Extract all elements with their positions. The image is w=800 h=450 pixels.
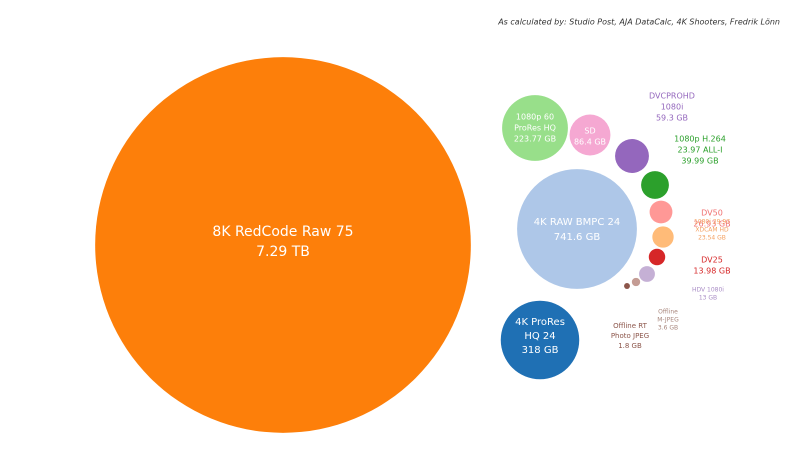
bubble-value-label: 13 GB (699, 295, 717, 302)
bubble-label: DV50 (701, 209, 723, 218)
bubble-label: M-JPEG (657, 317, 679, 324)
bubble-label: Photo JPEG (611, 332, 649, 340)
bubble-label: 4K ProRes (515, 317, 565, 328)
bubble-value-label: 39.99 GB (681, 157, 718, 166)
bubble-label: 1080i (661, 103, 684, 112)
chart-subtitle: As calculated by: Studio Post, AJA DataC… (497, 18, 780, 27)
bubble-label: HQ 24 (524, 331, 555, 342)
bubble-value-label: 318 GB (522, 345, 559, 356)
bubble (517, 169, 637, 289)
bubble-value-label: 223.77 GB (514, 135, 556, 144)
bubble-value-label: 13.98 GB (693, 267, 730, 276)
bubble-value-label: 86.4 GB (574, 138, 606, 147)
bubble (569, 114, 611, 156)
bubble-value-label: 23.54 GB (698, 235, 726, 242)
bubble-label: Offline RT (613, 322, 648, 330)
bubble (500, 300, 580, 380)
bubble (652, 226, 674, 248)
bubble-value-label: 59.3 GB (656, 114, 688, 123)
bubble-label: ProRes HQ (514, 124, 556, 133)
bubble-label: Offline (658, 309, 678, 316)
bubble (502, 95, 568, 161)
bubble-label: 4K RAW BMPC 24 (534, 217, 620, 228)
bubble-label: 1080i 29.97 (694, 219, 730, 226)
bubble-value-label: 26.93 GB (693, 220, 730, 229)
bubble (641, 171, 669, 199)
bubble-label: 1080p H.264 (674, 135, 726, 144)
bubble-label: HDV 1080i (692, 287, 724, 294)
bubble-label: XDCAM HD (695, 227, 729, 234)
bubble (624, 283, 630, 289)
bubble-label: 8K RedCode Raw 75 (212, 224, 353, 240)
bubble-value-label: 741.6 GB (554, 232, 601, 243)
bubble-label: 23.97 ALL-I (678, 146, 723, 155)
bubble (649, 200, 673, 224)
bubble (639, 266, 655, 282)
bubble-label: DVCPROHD (649, 92, 695, 101)
bubble (95, 57, 471, 433)
bubble-value-label: 3.6 GB (658, 325, 678, 332)
bubble-value-label: 1.8 GB (618, 342, 642, 350)
bubble (648, 248, 666, 266)
bubble (631, 277, 641, 287)
bubble-label: 1080p 60 (516, 113, 554, 122)
bubble-label: DV25 (701, 256, 723, 265)
bubble-value-label: 7.29 TB (256, 244, 310, 260)
bubble-label: SD (584, 127, 595, 136)
bubble (615, 139, 649, 173)
